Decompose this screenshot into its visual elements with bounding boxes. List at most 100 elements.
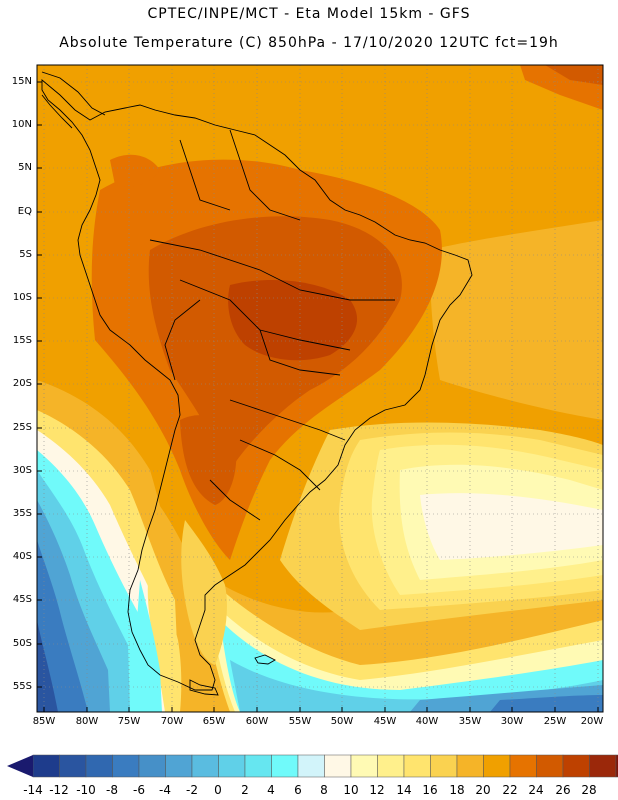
colorbar-low-arrow	[7, 755, 33, 777]
lat-tick-label: EQ	[17, 206, 32, 217]
lat-tick-label: 45S	[12, 594, 32, 605]
lat-tick-label: 30S	[12, 465, 32, 476]
colorbar-tick-label: 24	[528, 783, 544, 797]
lat-tick-label: 5N	[18, 162, 32, 173]
lat-tick-label: 40S	[12, 551, 32, 562]
colorbar-swatch	[615, 754, 618, 778]
colorbar-swatch	[59, 754, 87, 778]
lat-tick-label: 15S	[12, 335, 32, 346]
lon-tick-label: 35W	[458, 716, 482, 727]
colorbar-swatch	[138, 754, 166, 778]
colorbar-tick-label: 28	[581, 783, 597, 797]
colorbar-swatch	[350, 754, 378, 778]
colorbar-swatch	[244, 754, 272, 778]
lon-tick-label: 85W	[32, 716, 56, 727]
colorbar-swatch	[430, 754, 458, 778]
tierra-del-fuego	[189, 679, 219, 696]
colorbar-swatch	[509, 754, 537, 778]
colorbar-swatch	[483, 754, 511, 778]
lat-tick-label: 20S	[12, 378, 32, 389]
map-subtitle: Absolute Temperature (C) 850hPa - 17/10/…	[59, 35, 559, 51]
field-atlantic-band-18	[430, 220, 603, 420]
colorbar-swatch	[324, 754, 352, 778]
lon-tick-label: 40W	[415, 716, 439, 727]
field-pacific-m12	[37, 620, 58, 712]
map-title: CPTEC/INPE/MCT - Eta Model 15km - GFS	[147, 6, 471, 22]
colorbar-tick-label: 22	[502, 783, 518, 797]
map-frame	[36, 64, 604, 713]
colorbar-tick-label: 2	[241, 783, 249, 797]
colorbar-tick-label: 0	[214, 783, 222, 797]
colorbar-tick-label: 6	[294, 783, 302, 797]
lat-tick-label: 10N	[11, 119, 32, 130]
colorbar-swatch	[85, 754, 113, 778]
colorbar-tick-label: 16	[422, 783, 438, 797]
field-north-venezuela	[110, 154, 160, 187]
lon-tick-label: 75W	[117, 716, 141, 727]
lon-tick-label: 50W	[330, 716, 354, 727]
lon-tick-label: 70W	[160, 716, 184, 727]
colorbar-swatch	[589, 754, 617, 778]
colorbar-swatch	[32, 754, 60, 778]
field-ne-hot-patch	[545, 65, 603, 85]
colorbar-tick-label: 4	[267, 783, 275, 797]
field-southern-m8	[490, 695, 603, 712]
lon-tick-label: 30W	[500, 716, 524, 727]
lon-tick-label: 45W	[373, 716, 397, 727]
colorbar-swatch	[271, 754, 299, 778]
field-chaco-24	[180, 415, 237, 505]
colorbar-tick-label: -2	[186, 783, 198, 797]
field-andes-4	[137, 580, 162, 712]
lat-tick-label: 5S	[19, 249, 32, 260]
colorbar-tick-label: -14	[23, 783, 43, 797]
colorbar-tick-label: 12	[369, 783, 385, 797]
field-continent-26	[228, 280, 358, 361]
central-america	[41, 71, 106, 129]
colorbar-tick-label: 26	[555, 783, 571, 797]
lat-tick-label: 35S	[12, 508, 32, 519]
field-atlantic-8	[420, 493, 603, 560]
lon-tick-label: 65W	[202, 716, 226, 727]
lat-tick-label: 50S	[12, 638, 32, 649]
colorbar-tick-label: 18	[449, 783, 465, 797]
field-andes-14	[147, 560, 182, 712]
lon-tick-label: 20W	[580, 716, 604, 727]
colorbar-swatch	[536, 754, 564, 778]
falkland-islands	[254, 654, 276, 665]
lon-tick-label: 55W	[288, 716, 312, 727]
colorbar-tick-label: -8	[106, 783, 118, 797]
colorbar-swatch	[377, 754, 405, 778]
lat-tick-label: 15N	[11, 76, 32, 87]
colorbar-tick-label: 14	[396, 783, 412, 797]
field-patagonia-16	[181, 520, 227, 665]
colorbar-swatch	[403, 754, 431, 778]
colorbar-swatch	[456, 754, 484, 778]
lat-tick-label: 25S	[12, 422, 32, 433]
colorbar-swatch	[562, 754, 590, 778]
colorbar-tick-label: -4	[159, 783, 171, 797]
colorbar-swatch	[297, 754, 325, 778]
colorbar-tick-label: 8	[320, 783, 328, 797]
lon-tick-label: 60W	[245, 716, 269, 727]
colorbar	[7, 754, 618, 778]
colorbar-swatch	[112, 754, 140, 778]
colorbar-swatch	[165, 754, 193, 778]
colorbar-tick-label: 20	[475, 783, 491, 797]
lat-tick-label: 55S	[12, 681, 32, 692]
colorbar-tick-label: -6	[133, 783, 145, 797]
border-lines	[149, 129, 395, 521]
colorbar-tick-label: -10	[76, 783, 96, 797]
field-southern-4	[220, 620, 603, 712]
lon-tick-label: 80W	[75, 716, 99, 727]
axis-ticks	[37, 81, 599, 712]
colorbar-tick-label: 10	[343, 783, 359, 797]
colorbar-swatch	[218, 754, 246, 778]
field-pacific-m8	[37, 540, 88, 712]
lat-tick-label: 10S	[12, 292, 32, 303]
colorbar-swatch	[191, 754, 219, 778]
lon-tick-label: 25W	[543, 716, 567, 727]
colorbar-tick-label: -12	[49, 783, 69, 797]
temperature-field	[37, 65, 603, 712]
south-america-outline	[41, 79, 473, 691]
